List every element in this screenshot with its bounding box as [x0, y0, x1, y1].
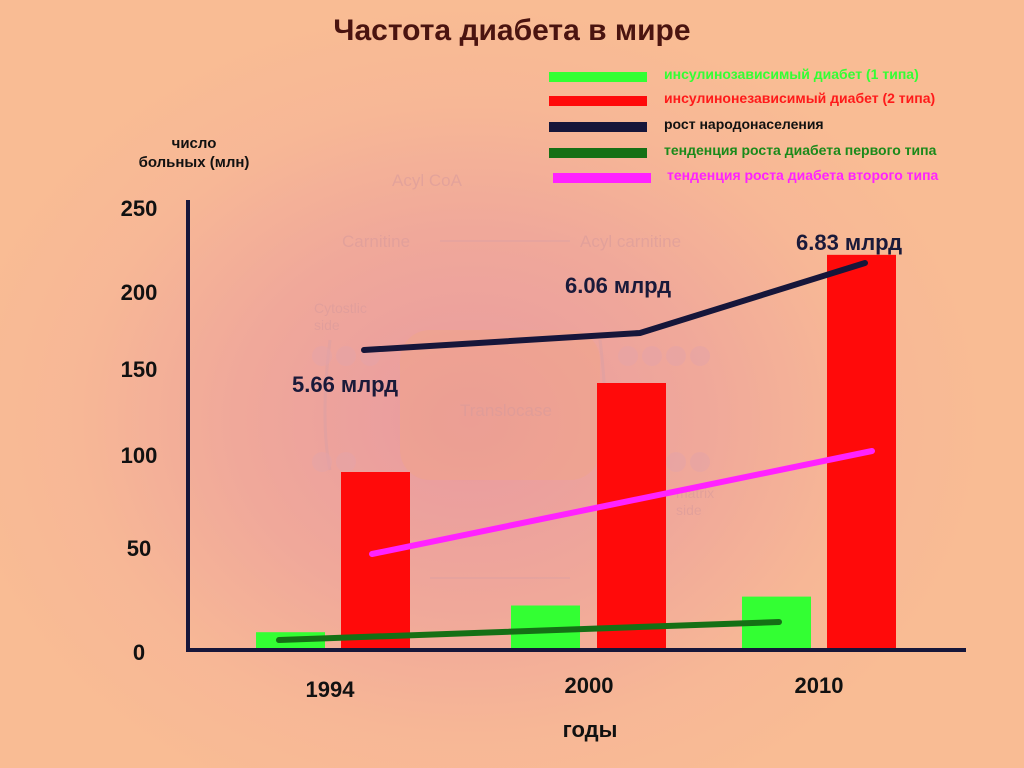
x-tick-labels: 1994 2000 2010: [306, 673, 844, 702]
y-tick-200: 200: [121, 280, 158, 305]
population-label-2: 6.06 млрд: [565, 273, 671, 298]
chart-title: Частота диабета в мире: [333, 14, 690, 47]
x-tick-2000: 2000: [565, 673, 614, 698]
y-tick-0: 0: [133, 640, 145, 665]
legend-swatch-4: [549, 148, 647, 158]
x-tick-1994: 1994: [306, 677, 356, 702]
y-tick-250: 250: [121, 196, 158, 221]
legend-label-5: тенденция роста диабета второго типа: [667, 167, 939, 183]
legend: инсулинозависимый диабет (1 типа) инсулин…: [549, 66, 939, 183]
y-tick-100: 100: [121, 443, 158, 468]
bg-label-acyl-coa: Acyl CoA: [392, 171, 463, 190]
legend-swatch-2: [549, 96, 647, 106]
trend-line-2: [276, 619, 782, 643]
trend-lines: [276, 260, 875, 643]
legend-swatch-5: [553, 173, 651, 183]
bars: [256, 254, 896, 650]
population-label-3: 6.83 млрд: [796, 230, 902, 255]
population-label-1: 5.66 млрд: [292, 372, 398, 397]
bg-label-translocase: Translocase: [460, 401, 552, 420]
bg-label-carnitine: Carnitine: [342, 232, 410, 251]
legend-label-1: инсулинозависимый диабет (1 типа): [664, 66, 919, 82]
legend-label-2: инсулинонезависимый диабет (2 типа): [664, 90, 935, 106]
y-tick-labels: 0 50 100 150 200 250: [121, 196, 158, 665]
x-axis-label: годы: [563, 717, 618, 742]
bar-s2-1994: [341, 472, 410, 650]
y-tick-50: 50: [127, 536, 151, 561]
population-labels: 5.66 млрд 6.06 млрд 6.83 млрд: [292, 230, 902, 397]
bar-s2-2000: [597, 383, 666, 650]
legend-swatch-1: [549, 72, 647, 82]
legend-swatch-3: [549, 122, 647, 132]
x-tick-2010: 2010: [795, 673, 844, 698]
trend-line-3: [369, 448, 875, 557]
bg-label-acyl-carnitine: Acyl carnitine: [580, 232, 681, 251]
background-diagram: Acyl CoA Carnitine Acyl carnitine Cytost…: [312, 171, 714, 579]
bg-label-cytosolic-side: side: [314, 317, 340, 333]
legend-label-3: рост народонаселения: [664, 116, 824, 132]
y-axis-label-line2: больных (млн): [139, 154, 250, 171]
y-axis-label-line1: число: [172, 135, 217, 152]
y-tick-150: 150: [121, 357, 158, 382]
bg-label-matrix-side: side: [676, 502, 702, 518]
legend-label-4: тенденция роста диабета первого типа: [664, 142, 937, 158]
bg-label-cytosolic: Cytostlic: [314, 300, 367, 316]
trend-line-1: [361, 260, 868, 353]
